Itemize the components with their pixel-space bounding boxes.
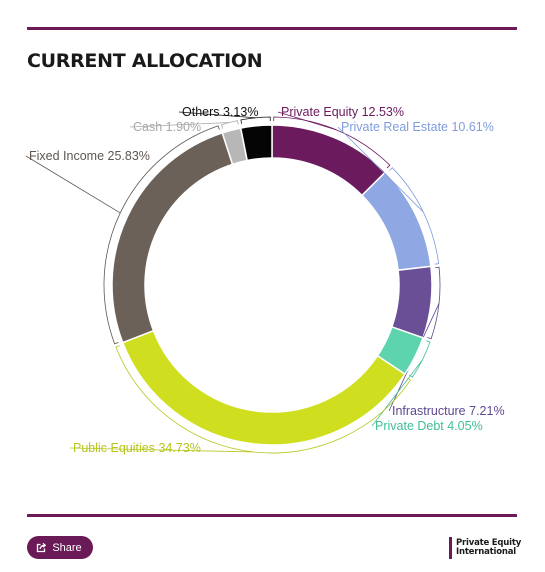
- data-label-private-real-estate: Private Real Estate 10.61%: [341, 120, 494, 134]
- slice-infrastructure[interactable]: [390, 265, 433, 339]
- chart-title: CURRENT ALLOCATION: [27, 50, 263, 72]
- leader-line-public-equities: [69, 447, 254, 453]
- data-label-infrastructure: Infrastructure 7.21%: [392, 404, 505, 418]
- leader-line-private-real-estate: [337, 126, 424, 213]
- slice-private-equity[interactable]: [271, 124, 387, 197]
- data-label-public-equities: Public Equities 34.73%: [73, 441, 201, 455]
- leader-line-private-equity: [277, 111, 337, 131]
- leader-line-others: [178, 111, 256, 119]
- slice-bracket-fixed-income: [103, 125, 220, 345]
- top-divider: [27, 27, 517, 30]
- logo-line-1: Private Equity: [456, 538, 522, 548]
- bottom-divider: [27, 514, 517, 517]
- allocation-donut-chart: Private Equity 12.53%Private Real Estate…: [25, 105, 505, 455]
- data-label-private-debt: Private Debt 4.05%: [375, 419, 483, 433]
- leader-line-private-debt: [371, 359, 423, 427]
- logo-line-2: International: [456, 547, 516, 557]
- slice-fixed-income[interactable]: [111, 131, 234, 344]
- leader-line-cash: [129, 122, 230, 128]
- slice-private-real-estate[interactable]: [360, 171, 432, 272]
- data-label-others: Others 3.13%: [182, 105, 258, 119]
- slice-bracket-cash: [220, 120, 239, 129]
- data-label-cash: Cash 1.90%: [133, 120, 201, 134]
- leader-line-fixed-income: [25, 155, 121, 214]
- share-label: Share: [52, 541, 82, 554]
- share-button[interactable]: Share: [27, 536, 93, 559]
- share-icon: [36, 542, 47, 553]
- slice-others[interactable]: [239, 124, 273, 162]
- slice-public-equities[interactable]: [121, 329, 406, 446]
- publication-logo: Private Equity International: [449, 537, 521, 559]
- data-label-private-equity: Private Equity 12.53%: [281, 105, 404, 119]
- slice-bracket-others: [240, 116, 271, 124]
- data-label-fixed-income: Fixed Income 25.83%: [29, 149, 150, 163]
